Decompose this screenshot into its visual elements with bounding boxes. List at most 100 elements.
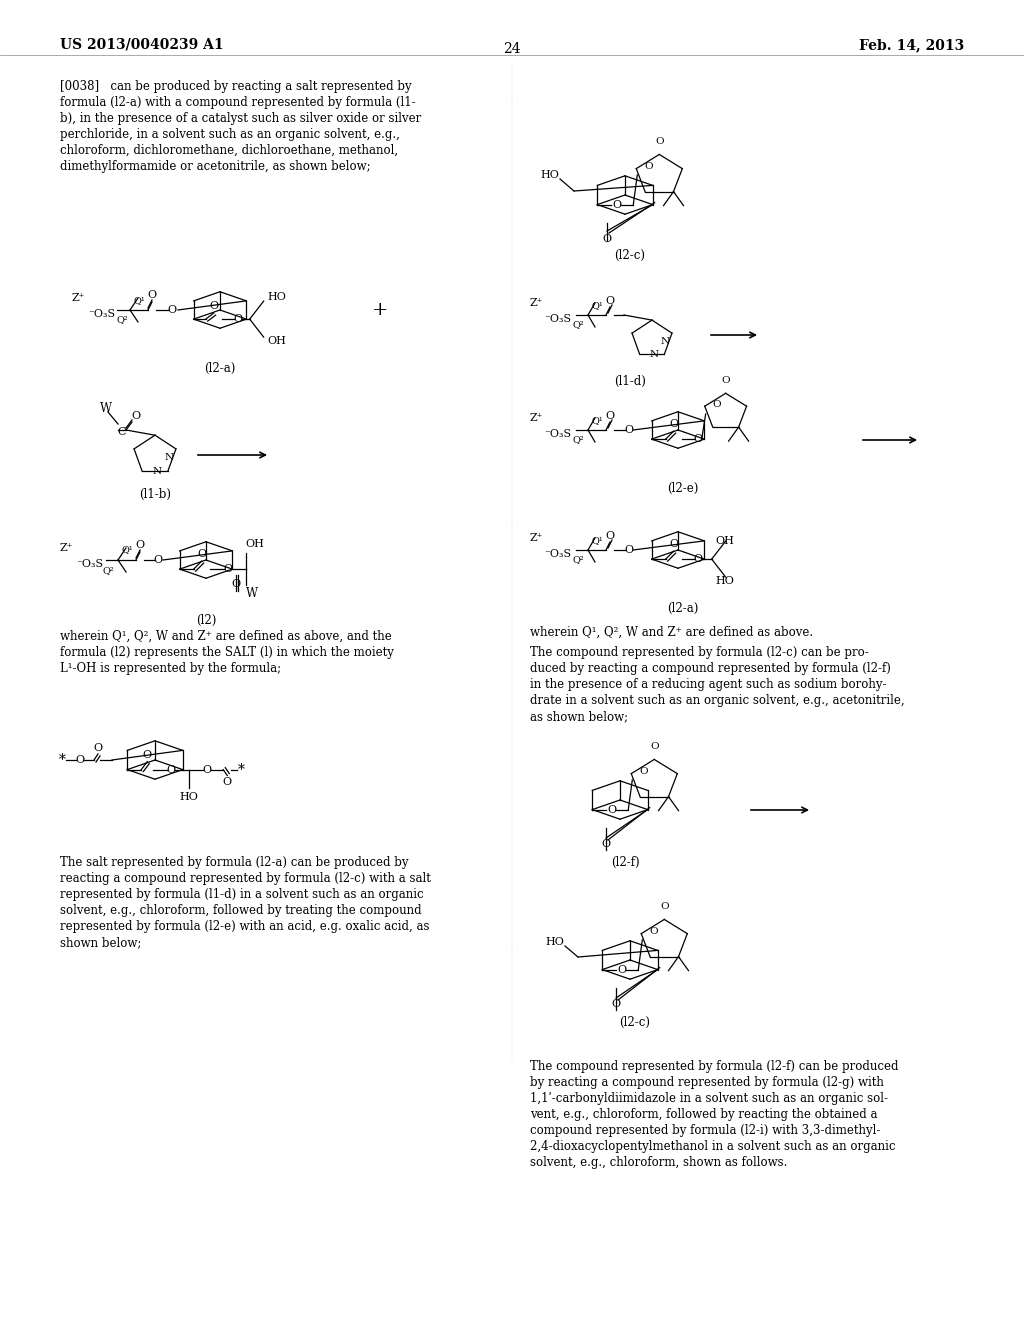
Text: Q¹: Q¹ — [592, 301, 604, 310]
Text: Q²: Q² — [117, 315, 128, 323]
Text: OH: OH — [246, 539, 264, 549]
Text: in the presence of a reducing agent such as sodium borohy-: in the presence of a reducing agent such… — [530, 678, 887, 690]
Text: Z⁺: Z⁺ — [530, 298, 544, 308]
Text: (l2-a): (l2-a) — [668, 602, 698, 615]
Text: vent, e.g., chloroform, followed by reacting the obtained a: vent, e.g., chloroform, followed by reac… — [530, 1107, 878, 1121]
Text: O: O — [655, 137, 664, 147]
Text: Z⁺: Z⁺ — [60, 543, 74, 553]
Text: HO: HO — [540, 170, 559, 180]
Text: Q¹: Q¹ — [592, 536, 604, 545]
Text: perchloride, in a solvent such as an organic solvent, e.g.,: perchloride, in a solvent such as an org… — [60, 128, 400, 141]
Text: The compound represented by formula (l2-c) can be pro-: The compound represented by formula (l2-… — [530, 645, 868, 659]
Text: O: O — [601, 840, 610, 849]
Text: O: O — [605, 296, 614, 306]
Text: O: O — [617, 965, 627, 974]
Text: C: C — [118, 426, 126, 437]
Text: Q¹: Q¹ — [592, 416, 604, 425]
Text: Q²: Q² — [572, 554, 584, 564]
Text: HO: HO — [180, 792, 199, 801]
Text: (l2-a): (l2-a) — [205, 362, 236, 375]
Text: N: N — [649, 350, 658, 359]
Text: represented by formula (l2-e) with an acid, e.g. oxalic acid, as: represented by formula (l2-e) with an ac… — [60, 920, 429, 933]
Text: dimethylformamide or acetonitrile, as shown below;: dimethylformamide or acetonitrile, as sh… — [60, 160, 371, 173]
Text: 1,1ʹ-carbonyldiimidazole in a solvent such as an organic sol-: 1,1ʹ-carbonyldiimidazole in a solvent su… — [530, 1092, 888, 1105]
Text: O: O — [625, 425, 634, 436]
Text: O: O — [605, 531, 614, 541]
Text: L¹-OH is represented by the formula;: L¹-OH is represented by the formula; — [60, 663, 282, 675]
Text: wherein Q¹, Q², W and Z⁺ are defined as above, and the: wherein Q¹, Q², W and Z⁺ are defined as … — [60, 630, 392, 643]
Text: O: O — [660, 903, 669, 911]
Text: Q¹: Q¹ — [133, 296, 144, 305]
Text: 2,4-dioxacyclopentylmethanol in a solvent such as an organic: 2,4-dioxacyclopentylmethanol in a solven… — [530, 1140, 896, 1152]
Text: O: O — [650, 742, 658, 751]
Text: chloroform, dichloromethane, dichloroethane, methanol,: chloroform, dichloromethane, dichloroeth… — [60, 144, 398, 157]
Text: Z⁺: Z⁺ — [530, 413, 544, 422]
Text: formula (l2) represents the SALT (l) in which the moiety: formula (l2) represents the SALT (l) in … — [60, 645, 394, 659]
Text: Q²: Q² — [572, 436, 584, 444]
Text: reacting a compound represented by formula (l2-c) with a salt: reacting a compound represented by formu… — [60, 873, 431, 884]
Text: O: O — [168, 305, 176, 315]
Text: [0038]   can be produced by reacting a salt represented by: [0038] can be produced by reacting a sal… — [60, 81, 412, 92]
Text: duced by reacting a compound represented by formula (l2-f): duced by reacting a compound represented… — [530, 663, 891, 675]
Text: The salt represented by formula (l2-a) can be produced by: The salt represented by formula (l2-a) c… — [60, 855, 409, 869]
Text: The compound represented by formula (l2-f) can be produced: The compound represented by formula (l2-… — [530, 1060, 898, 1073]
Text: W: W — [100, 401, 112, 414]
Text: US 2013/0040239 A1: US 2013/0040239 A1 — [60, 38, 223, 51]
Text: O: O — [233, 314, 243, 325]
Text: O: O — [602, 234, 611, 244]
Text: O: O — [605, 411, 614, 421]
Text: represented by formula (l1-d) in a solvent such as an organic: represented by formula (l1-d) in a solve… — [60, 888, 424, 902]
Text: solvent, e.g., chloroform, shown as follows.: solvent, e.g., chloroform, shown as foll… — [530, 1156, 787, 1170]
Text: formula (l2-a) with a compound represented by formula (l1-: formula (l2-a) with a compound represent… — [60, 96, 416, 110]
Text: +: + — [372, 301, 388, 319]
Text: O: O — [147, 290, 157, 300]
Text: (l2-c): (l2-c) — [620, 1016, 650, 1030]
Text: O: O — [76, 755, 85, 766]
Text: (l2-c): (l2-c) — [614, 249, 645, 261]
Text: (l1-d): (l1-d) — [614, 375, 646, 388]
Text: O: O — [167, 764, 176, 775]
Text: O: O — [639, 767, 648, 776]
Text: ⁻O₃S: ⁻O₃S — [76, 558, 103, 569]
Text: drate in a solvent such as an organic solvent, e.g., acetonitrile,: drate in a solvent such as an organic so… — [530, 694, 904, 708]
Text: *: * — [58, 752, 66, 767]
Text: HO: HO — [545, 937, 564, 946]
Text: O: O — [209, 301, 218, 312]
Text: O: O — [669, 420, 678, 429]
Text: O: O — [693, 554, 702, 564]
Text: O: O — [612, 199, 622, 210]
Text: by reacting a compound represented by formula (l2-g) with: by reacting a compound represented by fo… — [530, 1076, 884, 1089]
Text: O: O — [223, 564, 232, 574]
Text: ⁻O₃S: ⁻O₃S — [544, 314, 571, 323]
Text: b), in the presence of a catalyst such as silver oxide or silver: b), in the presence of a catalyst such a… — [60, 112, 421, 125]
Text: as shown below;: as shown below; — [530, 710, 628, 723]
Text: compound represented by formula (l2-i) with 3,3-dimethyl-: compound represented by formula (l2-i) w… — [530, 1125, 881, 1137]
Text: O: O — [644, 162, 653, 172]
Text: HO: HO — [716, 576, 734, 586]
Text: N: N — [165, 453, 174, 462]
Text: (l2-e): (l2-e) — [668, 482, 698, 495]
Text: Feb. 14, 2013: Feb. 14, 2013 — [859, 38, 964, 51]
Text: O: O — [713, 400, 721, 409]
Text: O: O — [669, 539, 678, 549]
Text: (l1-b): (l1-b) — [139, 488, 171, 502]
Text: OH: OH — [716, 536, 734, 546]
Text: W: W — [246, 586, 258, 599]
Text: N: N — [660, 337, 670, 346]
Text: O: O — [231, 579, 241, 589]
Text: solvent, e.g., chloroform, followed by treating the compound: solvent, e.g., chloroform, followed by t… — [60, 904, 422, 917]
Text: O: O — [649, 927, 657, 936]
Text: O: O — [142, 750, 152, 759]
Text: O: O — [607, 805, 616, 814]
Text: O: O — [223, 776, 231, 787]
Text: 24: 24 — [503, 42, 521, 55]
Text: ⁻O₃S: ⁻O₃S — [544, 429, 571, 440]
Text: OH: OH — [267, 337, 287, 346]
Text: O: O — [611, 999, 621, 1008]
Text: (l2-f): (l2-f) — [610, 855, 639, 869]
Text: O: O — [203, 764, 212, 775]
Text: ⁻O₃S: ⁻O₃S — [544, 549, 571, 558]
Text: Z⁺: Z⁺ — [72, 293, 85, 304]
Text: O: O — [197, 549, 206, 560]
Text: (l2): (l2) — [196, 614, 216, 627]
